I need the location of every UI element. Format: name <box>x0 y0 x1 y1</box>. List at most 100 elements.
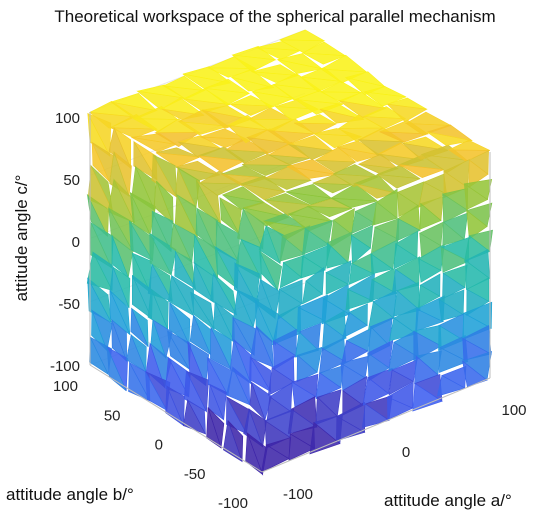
z-tick-label: 50 <box>63 172 80 189</box>
top-face-triangle <box>299 76 342 93</box>
top-face-triangle <box>337 146 381 162</box>
right-face-triangle <box>372 201 398 226</box>
left-face-triangle <box>190 291 215 330</box>
right-face-triangle <box>438 298 464 321</box>
top-face-triangle <box>197 155 246 173</box>
right-face-triangle <box>351 210 376 234</box>
right-face-triangle <box>261 444 290 473</box>
left-face-triangle <box>165 385 185 427</box>
left-face-triangle <box>106 347 127 392</box>
top-face-triangle <box>240 183 287 201</box>
y-tick-label: 50 <box>104 407 121 424</box>
top-face-triangle <box>386 103 428 123</box>
left-face-triangle <box>168 274 195 317</box>
top-face-triangle <box>268 154 310 166</box>
x-axis-label: attitude angle a/° <box>384 491 512 510</box>
top-face-triangle <box>131 137 178 153</box>
top-face-triangle <box>203 87 251 106</box>
right-face-triangle <box>342 311 368 339</box>
right-face-triangle <box>300 255 326 279</box>
workspace-surface <box>86 29 493 476</box>
top-face-triangle <box>274 106 319 121</box>
right-face-triangle <box>418 258 442 283</box>
left-face-triangle <box>130 308 149 347</box>
z-axis-label: attitude angle c/° <box>12 175 31 302</box>
right-face-triangle <box>279 235 306 262</box>
top-face-triangle <box>230 103 273 116</box>
left-face-triangle <box>111 235 129 279</box>
left-face-triangle <box>206 407 222 449</box>
left-face-triangle <box>133 140 158 181</box>
z-tick-label: -50 <box>58 296 80 313</box>
right-face-triangle <box>302 227 330 255</box>
tick-labels: 100 50 0 -50 -100 100 50 0 -50 -100 -100 0 100 <box>50 110 527 512</box>
top-face-triangle <box>242 164 292 176</box>
y-axis-line <box>89 364 263 473</box>
y-tick-label: 0 <box>155 437 163 454</box>
top-face-triangle <box>263 178 312 190</box>
top-face-triangle <box>362 91 407 107</box>
left-face-triangle <box>249 355 272 393</box>
y-tick-label: -100 <box>218 495 248 512</box>
top-face-triangle <box>279 39 326 54</box>
right-face-triangle <box>468 159 489 189</box>
right-face-triangle <box>296 354 318 383</box>
top-face-triangle <box>314 159 357 174</box>
left-face-triangle <box>91 142 110 183</box>
top-face-triangle <box>178 121 229 136</box>
right-face-triangle <box>309 421 341 455</box>
right-face-triangle <box>288 433 316 461</box>
top-face-triangle <box>224 149 269 164</box>
top-face-triangle <box>312 133 362 149</box>
right-face-triangle <box>387 396 414 421</box>
right-face-triangle <box>466 209 488 240</box>
top-face-triangle <box>288 144 334 160</box>
left-face-triangle <box>259 250 278 291</box>
top-face-triangle <box>379 131 428 143</box>
x-tick-label: 100 <box>501 402 526 419</box>
right-face-triangle <box>463 183 489 211</box>
right-face-triangle <box>302 280 323 305</box>
left-face-triangle <box>208 384 225 421</box>
right-face-triangle <box>325 272 349 295</box>
right-face-triangle <box>388 369 415 396</box>
left-face-triangle <box>132 275 153 320</box>
right-face-triangle <box>440 246 470 273</box>
right-face-triangle <box>326 242 349 269</box>
z-tick-label: -100 <box>50 358 80 375</box>
top-face-triangle <box>286 166 337 179</box>
x-tick-label: 0 <box>402 444 410 461</box>
left-face-triangle <box>210 272 238 316</box>
top-face-triangle <box>246 136 293 155</box>
right-face-triangle <box>415 308 444 332</box>
right-face-triangle <box>350 234 371 265</box>
right-face-triangle <box>417 284 441 309</box>
top-face-triangle <box>399 164 444 179</box>
left-face-triangle <box>145 371 168 412</box>
right-face-triangle <box>345 288 374 311</box>
top-face-triangle <box>330 197 378 209</box>
z-tick-label: 100 <box>55 110 80 127</box>
right-face-triangle <box>315 372 342 400</box>
top-face-triangle <box>375 173 421 189</box>
left-face-triangle <box>214 246 238 289</box>
right-face-triangle <box>362 376 390 406</box>
chart-title: Theoretical workspace of the spherical p… <box>54 7 495 26</box>
right-face-triangle <box>279 261 303 289</box>
right-face-triangle <box>348 262 375 285</box>
right-face-triangle <box>336 415 366 442</box>
right-face-triangle <box>393 243 418 270</box>
left-face-triangle <box>250 325 275 368</box>
top-face-triangle <box>363 116 406 130</box>
top-face-triangle <box>110 127 158 139</box>
top-face-triangle <box>155 152 201 168</box>
top-face-triangle <box>293 122 337 135</box>
top-face-triangle <box>302 52 346 65</box>
left-face-triangle <box>153 180 174 225</box>
y-axis-label: attitude angle b/° <box>6 485 134 504</box>
right-face-triangle <box>395 218 421 242</box>
left-face-triangle <box>126 333 147 373</box>
left-face-triangle <box>130 192 151 236</box>
left-face-triangle <box>233 288 254 328</box>
